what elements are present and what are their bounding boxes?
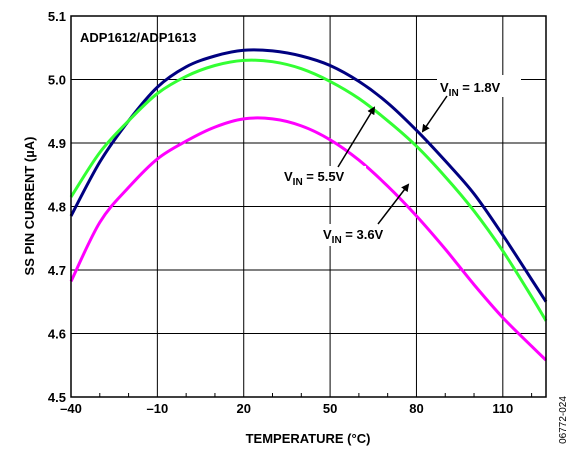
series-label-1v8-rest: = 1.8V — [459, 80, 501, 95]
y-tick-label: 5.0 — [48, 73, 66, 88]
y-tick-label: 5.1 — [48, 9, 66, 24]
label-bg-3v6 — [320, 224, 406, 246]
series-line-vin-5v5 — [69, 58, 548, 322]
arrow-5v5 — [337, 106, 376, 168]
series-label-3v6-main: V — [323, 227, 332, 242]
y-axis-title: SS PIN CURRENT (µA) — [22, 137, 37, 276]
series-label-1v8: VIN = 1.8V — [440, 80, 501, 99]
y-tick-label: 4.6 — [48, 327, 66, 342]
device-label: ADP1612/ADP1613 — [80, 30, 196, 45]
series-label-5v5-sub: IN — [293, 177, 303, 188]
arrow-1v8 — [421, 95, 448, 133]
series-layer — [69, 48, 548, 362]
plot-frame — [70, 15, 547, 398]
y-tick-label: 4.5 — [48, 390, 66, 405]
x-axis-title: TEMPERATURE (°C) — [246, 431, 371, 446]
series-line-vin-1v8 — [69, 48, 548, 303]
label-bg-5v5 — [280, 166, 366, 188]
series-label-1v8-main: V — [440, 80, 449, 95]
x-tick-label: 80 — [409, 401, 423, 416]
series-label-5v5-main: V — [284, 169, 293, 184]
x-tick-label: –10 — [147, 401, 169, 416]
y-tick-label: 4.7 — [48, 263, 66, 278]
y-tick-labels: 4.5 4.6 4.7 4.8 4.9 5.0 5.1 — [48, 9, 66, 405]
x-tick-label: 20 — [236, 401, 250, 416]
x-tick-label: –40 — [60, 401, 82, 416]
x-tick-label: 50 — [323, 401, 337, 416]
series-label-3v6: VIN = 3.6V — [323, 227, 384, 246]
arrow-3v6 — [377, 183, 410, 225]
label-bg-1v8 — [437, 75, 521, 97]
series-line-vin-3v6 — [69, 116, 548, 362]
series-label-5v5-rest: = 5.5V — [303, 169, 345, 184]
y-tick-label: 4.9 — [48, 136, 66, 151]
figure-id: 06772-024 — [558, 396, 569, 444]
series-label-3v6-sub: IN — [332, 235, 342, 246]
y-tick-label: 4.8 — [48, 200, 66, 215]
x-tick-labels: –40 –10 20 50 80 110 — [60, 401, 513, 416]
x-tick-label: 110 — [492, 401, 513, 416]
series-label-3v6-rest: = 3.6V — [342, 227, 384, 242]
series-label-1v8-sub: IN — [449, 88, 459, 99]
series-label-5v5: VIN = 5.5V — [284, 169, 345, 188]
